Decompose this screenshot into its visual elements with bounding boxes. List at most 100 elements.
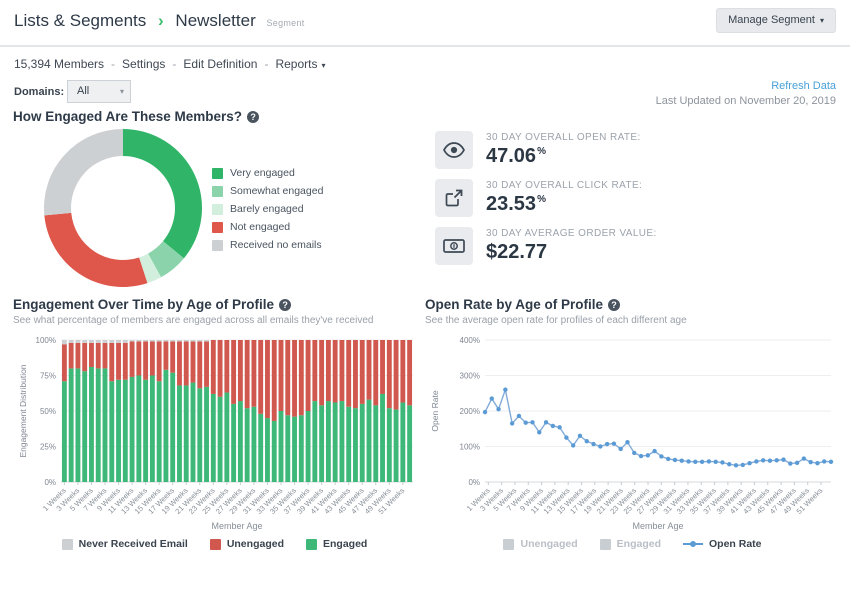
bar-chart-legend: Never Received Email Unengaged Engaged bbox=[13, 538, 416, 550]
bar-segment bbox=[319, 405, 325, 482]
donut-segment bbox=[44, 212, 148, 287]
bar-segment bbox=[292, 416, 297, 482]
refresh-data-link[interactable]: Refresh Data bbox=[771, 80, 836, 92]
bar-segment bbox=[359, 403, 365, 482]
data-point bbox=[652, 448, 657, 454]
separator: - bbox=[111, 57, 116, 71]
bar-segment bbox=[285, 340, 291, 416]
bar-segment bbox=[61, 340, 67, 345]
breadcrumb-lists-segments[interactable]: Lists & Segments bbox=[14, 11, 147, 30]
bar-segment bbox=[244, 408, 250, 482]
y-axis-label: Open Rate bbox=[430, 390, 440, 431]
data-point bbox=[828, 459, 834, 464]
data-point bbox=[645, 453, 651, 458]
legend-swatch bbox=[212, 167, 223, 179]
data-point bbox=[577, 433, 583, 439]
data-point bbox=[747, 460, 752, 466]
reports-dropdown[interactable]: Reports ▾ bbox=[275, 57, 326, 71]
manage-segment-label: Manage Segment bbox=[728, 14, 815, 26]
stat-order-value: 30 DAY AVERAGE ORDER VALUE: $22.77 bbox=[435, 227, 657, 265]
bar-segment bbox=[156, 341, 162, 382]
bar-segment bbox=[271, 340, 277, 421]
bar-segment bbox=[339, 401, 345, 482]
data-point bbox=[686, 459, 691, 464]
external-link-icon bbox=[435, 179, 473, 217]
legend-item[interactable]: Barely engaged bbox=[212, 203, 323, 215]
bar-segment bbox=[386, 340, 392, 409]
y-axis-label: Engagement Distribution bbox=[18, 364, 28, 457]
legend-item[interactable]: Engaged bbox=[305, 538, 367, 550]
bar-segment bbox=[359, 340, 365, 404]
stat-open-rate: 30 DAY OVERALL OPEN RATE: 47.06% bbox=[435, 131, 657, 169]
bar-segment bbox=[400, 340, 406, 403]
help-icon[interactable]: ? bbox=[247, 111, 260, 123]
settings-link[interactable]: Settings bbox=[122, 57, 166, 71]
engagement-title-text: How Engaged Are These Members? bbox=[13, 109, 243, 124]
bar-segment bbox=[61, 344, 67, 382]
data-point bbox=[543, 420, 549, 425]
bar-segment bbox=[353, 340, 358, 409]
legend-swatch bbox=[212, 203, 223, 215]
domains-select[interactable]: All ▾ bbox=[67, 80, 131, 103]
data-point bbox=[584, 438, 589, 444]
engagement-donut-chart bbox=[40, 127, 210, 289]
bar-segment bbox=[325, 401, 331, 482]
data-point bbox=[496, 407, 501, 412]
legend-item[interactable]: Open Rate bbox=[683, 538, 762, 550]
bar-segment bbox=[163, 340, 169, 342]
segment-badge: Segment bbox=[266, 18, 305, 28]
data-point bbox=[638, 453, 644, 459]
bar-segment bbox=[393, 340, 399, 410]
bar-segment bbox=[163, 341, 169, 370]
stat-value: $22.77 bbox=[486, 241, 548, 263]
stats-panel: 30 DAY OVERALL OPEN RATE: 47.06% 30 DAY … bbox=[435, 131, 657, 275]
bar-segment bbox=[204, 340, 209, 342]
bar-segment bbox=[237, 401, 243, 482]
bar-segment bbox=[278, 411, 284, 482]
bar-segment bbox=[170, 372, 176, 482]
line-chart-subtitle: See the average open rate for profiles o… bbox=[425, 315, 687, 326]
data-point bbox=[591, 441, 596, 447]
bar-segment bbox=[258, 340, 264, 414]
bar-segment bbox=[407, 340, 413, 406]
data-point bbox=[815, 460, 820, 466]
bar-chart-title: Engagement Over Time by Age of Profile? bbox=[13, 297, 416, 312]
legend-label: Received no emails bbox=[230, 239, 322, 251]
legend-item[interactable]: Somewhat engaged bbox=[212, 185, 323, 197]
page-title: Newsletter bbox=[175, 11, 256, 30]
help-icon[interactable]: ? bbox=[279, 299, 292, 311]
bar-segment bbox=[177, 340, 182, 342]
bar-segment bbox=[285, 415, 291, 482]
legend-item[interactable]: Engaged bbox=[599, 538, 661, 550]
stat-value: 47.06% bbox=[486, 145, 546, 167]
chevron-down-icon: ▾ bbox=[119, 87, 124, 96]
bar-segment bbox=[129, 376, 135, 482]
legend-item[interactable]: Unengaged bbox=[503, 538, 578, 550]
bar-segment bbox=[89, 342, 94, 367]
help-icon[interactable]: ? bbox=[608, 299, 621, 311]
bar-segment bbox=[122, 342, 128, 380]
bar-segment bbox=[149, 375, 155, 482]
y-tick-label: 100% bbox=[36, 336, 56, 345]
legend-item[interactable]: Very engaged bbox=[212, 167, 323, 179]
legend-label: Somewhat engaged bbox=[230, 185, 324, 197]
bar-segment bbox=[89, 340, 94, 343]
bar-segment bbox=[61, 381, 67, 482]
donut-segment bbox=[139, 253, 162, 284]
bar-segment bbox=[265, 340, 270, 419]
data-point bbox=[509, 421, 515, 426]
bar-segment bbox=[237, 340, 243, 402]
donut-segment bbox=[123, 129, 202, 259]
data-point bbox=[808, 459, 813, 465]
bar-segment bbox=[258, 413, 264, 482]
y-tick-label: 400% bbox=[460, 336, 480, 345]
data-point bbox=[720, 460, 725, 465]
manage-segment-button[interactable]: Manage Segment ▾ bbox=[716, 8, 836, 33]
legend-item[interactable]: Not engaged bbox=[212, 221, 323, 233]
bar-segment bbox=[136, 341, 142, 376]
edit-definition-link[interactable]: Edit Definition bbox=[183, 57, 258, 71]
legend-item[interactable]: Never Received Email bbox=[61, 538, 188, 550]
legend-item[interactable]: Unengaged bbox=[209, 538, 284, 550]
legend-item[interactable]: Received no emails bbox=[212, 239, 323, 251]
